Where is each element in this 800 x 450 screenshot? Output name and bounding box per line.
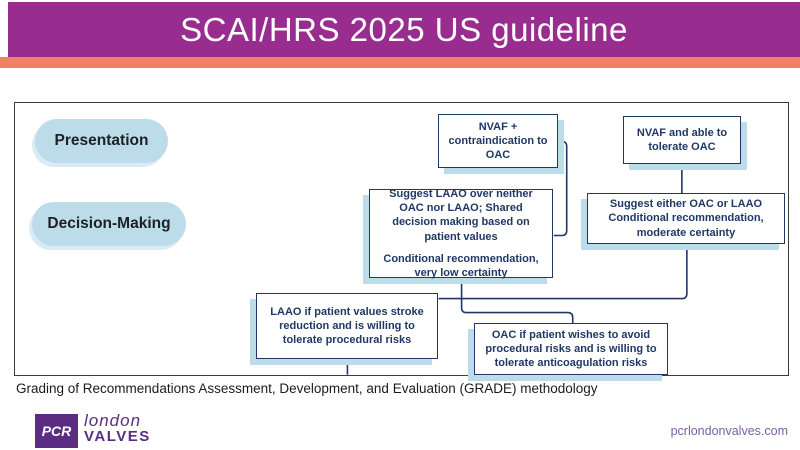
node-text: NVAF + contraindication to OAC bbox=[448, 120, 548, 162]
node-oac-outcome: OAC if patient wishes to avoid procedura… bbox=[474, 323, 668, 375]
node-text: LAAO if patient values stroke reduction … bbox=[270, 305, 424, 347]
connector-suggest-either-to-laao bbox=[438, 244, 688, 300]
pcr-logo-icon: PCR bbox=[35, 414, 78, 448]
node-nvaf-able-to-tolerate-oac: NVAF and able to tolerate OAC bbox=[623, 116, 741, 164]
node-text: Suggest either OAC or LAAO bbox=[609, 198, 763, 211]
connector-contra-to-suggest-laao bbox=[553, 140, 568, 237]
node-suggest-either-oac-or-laao: Suggest either OAC or LAAO Conditional r… bbox=[587, 193, 785, 244]
node-text: NVAF and able to tolerate OAC bbox=[636, 126, 728, 153]
grade-methodology-caption: Grading of Recommendations Assessment, D… bbox=[16, 381, 598, 396]
flowchart-frame: Presentation Decision-Making NVAF + cont… bbox=[14, 102, 789, 376]
node-recommendation-text: Conditional recommendation, moderate cer… bbox=[608, 212, 764, 239]
footer-url-link[interactable]: pcrlondonvalves.com bbox=[670, 424, 788, 438]
logo-london-text: london bbox=[84, 411, 142, 430]
node-nvaf-contraindication-to-oac: NVAF + contraindication to OAC bbox=[438, 114, 558, 168]
accent-bar bbox=[0, 57, 800, 68]
logo-valves-text: VALVES bbox=[84, 428, 151, 445]
node-recommendation-text: Conditional recommendation, very low cer… bbox=[383, 252, 539, 280]
connector-lines bbox=[346, 140, 688, 375]
node-laao-outcome: LAAO if patient values stroke reduction … bbox=[256, 293, 438, 359]
stage-label-decision-making: Decision-Making bbox=[32, 202, 186, 246]
title-bar: SCAI/HRS 2025 US guideline bbox=[8, 2, 800, 57]
connector-suggest-laao-to-oac bbox=[460, 278, 574, 324]
node-text: Suggest LAAO over neither OAC nor LAAO; … bbox=[389, 187, 533, 243]
node-suggest-laao-shared-decision: Suggest LAAO over neither OAC nor LAAO; … bbox=[369, 187, 553, 280]
stage-label-presentation: Presentation bbox=[35, 119, 168, 163]
node-text: OAC if patient wishes to avoid procedura… bbox=[485, 328, 657, 370]
pcr-london-valves-logo: london VALVES bbox=[84, 412, 151, 445]
slide-title: SCAI/HRS 2025 US guideline bbox=[180, 10, 628, 48]
